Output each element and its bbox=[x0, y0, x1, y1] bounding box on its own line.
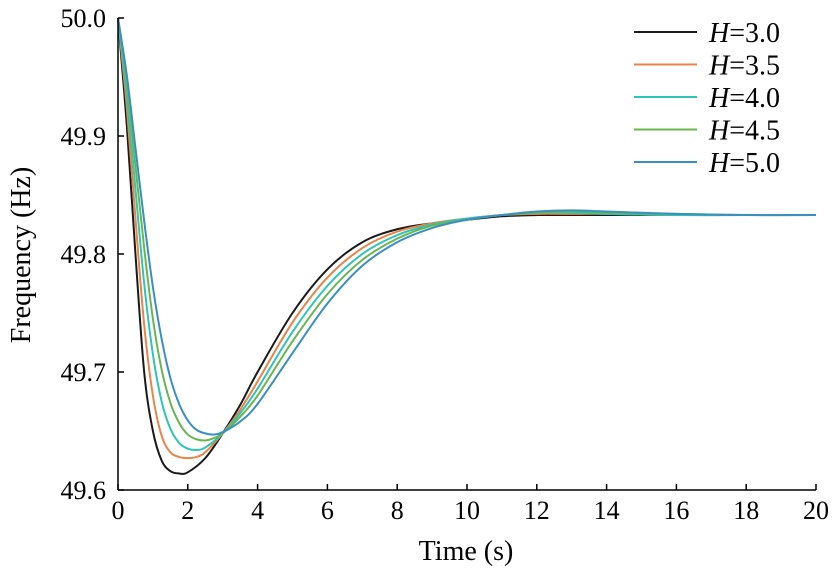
y-tick-label: 50.0 bbox=[61, 4, 107, 33]
x-tick-label: 6 bbox=[321, 496, 334, 525]
y-tick-label: 49.9 bbox=[61, 122, 107, 151]
x-tick-label: 20 bbox=[803, 496, 829, 525]
legend-label-5: H=5.0 bbox=[708, 148, 780, 179]
series-line-1 bbox=[117, 17, 816, 475]
x-tick-label: 8 bbox=[391, 496, 404, 525]
y-tick-label: 49.6 bbox=[61, 476, 107, 505]
y-tick-label: 49.8 bbox=[61, 240, 107, 269]
x-tick-label: 14 bbox=[594, 496, 620, 525]
ticks: 0 2 4 6 8 10 12 14 16 18 20 49.6 49.7 49.8 49.9 50.0 bbox=[61, 4, 830, 525]
x-tick-label: 4 bbox=[251, 496, 264, 525]
legend-label-2: H=3.5 bbox=[708, 51, 780, 82]
x-tick-label: 12 bbox=[524, 496, 550, 525]
legend-label-4: H=4.5 bbox=[708, 116, 780, 147]
series-lines bbox=[117, 17, 817, 475]
legend: H=3.0H=3.5H=4.0H=4.5H=5.0 bbox=[634, 18, 780, 179]
series-line-2 bbox=[117, 17, 816, 460]
y-axis-title: Frequency (Hz) bbox=[6, 167, 37, 343]
x-tick-label: 0 bbox=[112, 496, 125, 525]
legend-label-3: H=4.0 bbox=[708, 83, 780, 114]
series-line-4 bbox=[117, 17, 817, 442]
series-line-3 bbox=[117, 17, 816, 451]
x-axis-title: Time (s) bbox=[419, 536, 514, 567]
legend-label-1: H=3.0 bbox=[708, 18, 780, 49]
series-line-5 bbox=[117, 17, 817, 436]
x-tick-label: 18 bbox=[733, 496, 759, 525]
y-tick-label: 49.7 bbox=[61, 358, 107, 387]
x-tick-label: 2 bbox=[181, 496, 194, 525]
x-tick-label: 16 bbox=[663, 496, 689, 525]
x-tick-label: 10 bbox=[454, 496, 480, 525]
